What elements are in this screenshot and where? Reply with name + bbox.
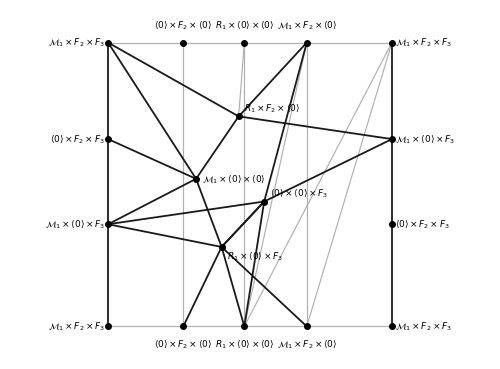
Text: $R_1\times\langle 0\rangle\times\langle 0\rangle$: $R_1\times\langle 0\rangle\times\langle …	[214, 338, 274, 350]
Text: $\mathcal{M}_1\times\langle 0\rangle\times F_3$: $\mathcal{M}_1\times\langle 0\rangle\tim…	[395, 133, 455, 145]
Text: $\mathcal{M}_1\times\langle 0\rangle\times F_3$: $\mathcal{M}_1\times\langle 0\rangle\tim…	[45, 218, 105, 230]
Text: $\langle 0\rangle\times F_2\times\langle 0\rangle$: $\langle 0\rangle\times F_2\times\langle…	[154, 19, 212, 31]
Text: $\mathcal{M}_1\times\langle 0\rangle\times\langle 0\rangle$: $\mathcal{M}_1\times\langle 0\rangle\tim…	[202, 173, 266, 185]
Text: $R_1\times\langle 0\rangle\times\langle 0\rangle$: $R_1\times\langle 0\rangle\times\langle …	[214, 19, 274, 31]
Text: $\langle 0\rangle\times F_2\times F_3$: $\langle 0\rangle\times F_2\times F_3$	[395, 218, 450, 230]
Text: $\mathcal{M}_1\times F_2\times F_3$: $\mathcal{M}_1\times F_2\times F_3$	[48, 320, 105, 333]
Text: $\langle 0\rangle\times F_2\times F_3$: $\langle 0\rangle\times F_2\times F_3$	[50, 133, 105, 145]
Text: $R_1\times F_2\times\langle 0\rangle$: $R_1\times F_2\times\langle 0\rangle$	[244, 101, 300, 114]
Text: $\mathcal{M}_1\times F_2\times F_3$: $\mathcal{M}_1\times F_2\times F_3$	[395, 36, 452, 49]
Text: $\mathcal{M}_1\times F_2\times\langle 0\rangle$: $\mathcal{M}_1\times F_2\times\langle 0\…	[276, 338, 337, 350]
Text: $\mathcal{M}_1\times F_2\times\langle 0\rangle$: $\mathcal{M}_1\times F_2\times\langle 0\…	[276, 19, 337, 31]
Text: $R_1\times\langle 0\rangle\times F_3$: $R_1\times\langle 0\rangle\times F_3$	[228, 250, 283, 262]
Text: $\langle 0\rangle\times F_2\times\langle 0\rangle$: $\langle 0\rangle\times F_2\times\langle…	[154, 338, 212, 350]
Text: $\mathcal{M}_1\times F_2\times F_3$: $\mathcal{M}_1\times F_2\times F_3$	[395, 320, 452, 333]
Text: $\mathcal{M}_1\times F_2\times F_3$: $\mathcal{M}_1\times F_2\times F_3$	[48, 36, 105, 49]
Text: $\langle 0\rangle\times\langle 0\rangle\times F_3$: $\langle 0\rangle\times\langle 0\rangle\…	[270, 187, 328, 199]
